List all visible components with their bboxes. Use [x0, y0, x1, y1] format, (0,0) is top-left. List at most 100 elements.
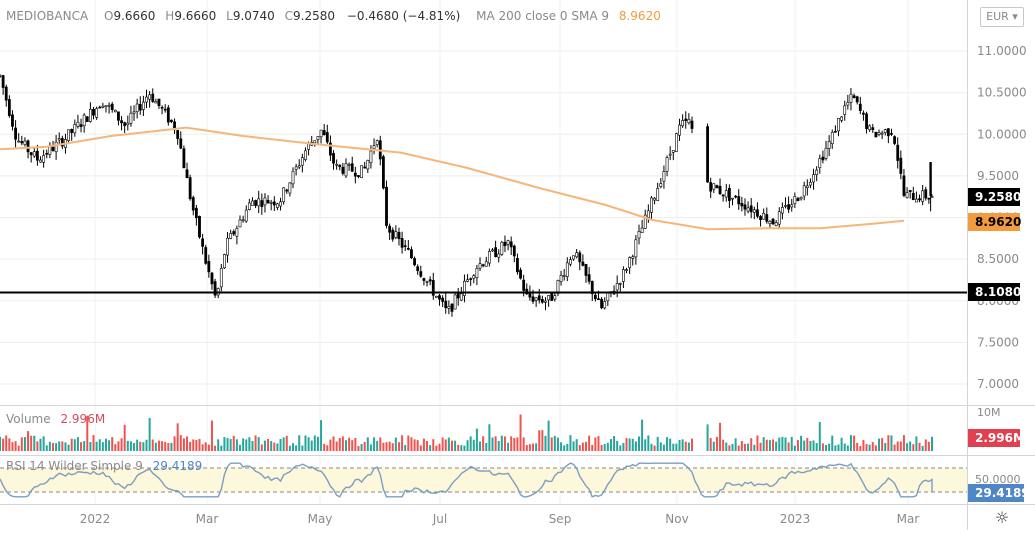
volume-bar: [591, 444, 594, 451]
volume-bar: [226, 438, 229, 451]
candle: [593, 293, 597, 302]
candle: [709, 177, 713, 198]
candle: [129, 105, 133, 127]
candle-body: [565, 262, 569, 277]
candle-body: [151, 93, 155, 102]
volume-bar: [890, 435, 893, 451]
candle-body: [833, 130, 837, 133]
candle: [400, 231, 404, 254]
volume-bar: [80, 442, 83, 451]
candle: [653, 196, 656, 205]
hline-price-badge[interactable]: 8.1080: [968, 283, 1021, 301]
volume-bar: [394, 437, 397, 451]
candle: [191, 195, 195, 216]
candle: [746, 201, 750, 214]
candle: [905, 187, 909, 199]
volume-bar: [553, 435, 556, 451]
candle-body: [681, 120, 685, 127]
volume-bar: [600, 445, 603, 451]
candle-body: [57, 138, 61, 141]
candle-body: [706, 126, 709, 183]
candle-body: [774, 222, 778, 227]
candle: [665, 155, 669, 177]
volume-bar: [139, 441, 142, 451]
y-tick-label: 7.0000: [977, 377, 1019, 391]
volume-bar: [207, 444, 210, 451]
candle: [631, 254, 635, 266]
gear-icon[interactable]: ☼: [994, 508, 1010, 527]
volume-bar: [878, 438, 881, 451]
candle: [341, 162, 345, 176]
volume-bar: [136, 439, 139, 451]
candle: [497, 249, 501, 263]
candle: [11, 110, 14, 131]
candle: [163, 104, 167, 113]
candle: [403, 239, 407, 251]
volume-bar: [33, 435, 36, 451]
candle-body: [276, 203, 279, 208]
candle: [622, 266, 625, 289]
candle-body: [32, 151, 36, 157]
candle: [235, 225, 239, 245]
candle-body: [578, 252, 582, 263]
candle-body: [194, 207, 198, 219]
candle-body: [637, 231, 641, 239]
volume-bar: [58, 441, 61, 451]
candle: [578, 250, 582, 271]
candle-body: [210, 272, 214, 285]
volume-bar: [603, 444, 606, 451]
candle: [615, 275, 619, 298]
candle-body: [434, 295, 438, 298]
volume-bar: [659, 442, 662, 451]
candle-body: [622, 269, 625, 282]
ohlc-open-key: O: [104, 9, 113, 23]
candle: [478, 257, 482, 272]
candle-body: [141, 101, 145, 110]
volume-bar: [488, 424, 491, 451]
volume-bar: [223, 437, 226, 451]
candle-body: [198, 215, 201, 238]
candle: [388, 223, 392, 240]
candle: [771, 218, 775, 226]
candle: [316, 136, 320, 144]
candle-body: [369, 150, 373, 164]
volume-bar: [326, 445, 329, 451]
volume-bar: [354, 437, 357, 451]
candle-body: [347, 164, 351, 166]
candle-body: [341, 166, 345, 174]
candle: [366, 159, 370, 174]
candle: [544, 297, 547, 311]
volume-bar: [89, 441, 92, 451]
candle-body: [325, 132, 329, 143]
candle-body: [466, 279, 469, 282]
candle-body: [366, 160, 370, 170]
candle: [650, 195, 653, 220]
candle-body: [138, 104, 142, 111]
volume-bar: [472, 439, 475, 451]
candle-body: [650, 197, 653, 213]
ohlc-low-value: 9.0740: [233, 9, 275, 23]
candle: [581, 254, 585, 267]
candle-body: [615, 283, 619, 291]
candle: [247, 198, 251, 211]
candle: [201, 233, 205, 255]
volume-bar: [884, 443, 887, 451]
y-tick-label: 7.5000: [977, 335, 1019, 349]
candle-body: [304, 150, 307, 160]
volume-bar: [613, 436, 616, 451]
candle: [893, 135, 896, 146]
volume-bar: [273, 442, 276, 451]
candle: [329, 135, 332, 161]
volume-bar: [647, 435, 650, 451]
candle: [375, 139, 379, 148]
candle-body: [107, 104, 111, 107]
candle-body: [749, 205, 753, 213]
currency-select[interactable]: EUR ▾: [980, 7, 1024, 27]
volume-bar: [267, 439, 270, 451]
volume-bar: [151, 439, 154, 451]
candle-body: [269, 202, 273, 204]
candle: [463, 274, 466, 303]
candle: [350, 156, 354, 173]
candle: [297, 159, 301, 170]
